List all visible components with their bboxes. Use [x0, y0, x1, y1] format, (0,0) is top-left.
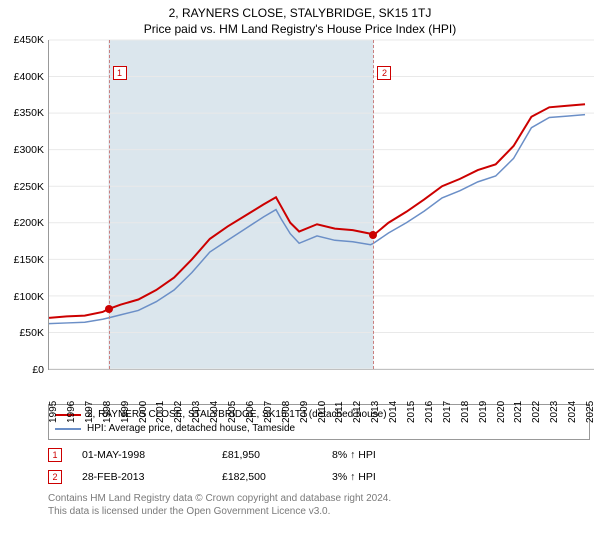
x-tick-label: 2012 [352, 393, 363, 423]
footer-line: Contains HM Land Registry data © Crown c… [48, 492, 590, 505]
x-tick-label: 2017 [442, 393, 453, 423]
x-tick-label: 2024 [567, 393, 578, 423]
y-tick-label: £400K [14, 71, 44, 83]
sale-vline [109, 40, 110, 369]
sale-hpi-delta: 3% ↑ HPI [332, 471, 590, 483]
y-tick-label: £450K [14, 34, 44, 46]
x-tick-label: 2000 [138, 393, 149, 423]
y-tick-label: £100K [14, 291, 44, 303]
x-tick-label: 2019 [478, 393, 489, 423]
x-tick-label: 2001 [155, 393, 166, 423]
x-tick-label: 2004 [209, 393, 220, 423]
footer: Contains HM Land Registry data © Crown c… [48, 492, 590, 518]
x-tick-label: 2021 [513, 393, 524, 423]
x-tick-label: 2025 [585, 393, 596, 423]
x-tick-label: 2008 [281, 393, 292, 423]
footer-line: This data is licensed under the Open Gov… [48, 505, 590, 518]
sale-date: 28-FEB-2013 [82, 471, 222, 483]
x-tick-label: 1997 [84, 393, 95, 423]
x-tick-label: 2016 [424, 393, 435, 423]
sale-hpi-delta: 8% ↑ HPI [332, 449, 590, 461]
x-tick-label: 2022 [531, 393, 542, 423]
plot-wrap: £0 £50K £100K £150K £200K £250K £300K £350K £400… [0, 40, 600, 400]
sale-date: 01-MAY-1998 [82, 449, 222, 461]
y-axis-labels: £0 £50K £100K £150K £200K £250K £300K £350K £400… [0, 40, 48, 400]
x-tick-label: 2015 [406, 393, 417, 423]
chart-svg [49, 40, 594, 369]
sale-row: 1 01-MAY-1998 £81,950 8% ↑ HPI [48, 444, 590, 466]
legend-item-hpi: HPI: Average price, detached house, Tame… [55, 422, 583, 436]
sale-price: £182,500 [222, 471, 332, 483]
y-tick-label: £250K [14, 181, 44, 193]
sale-marker-box: 1 [48, 448, 62, 462]
y-tick-label: £150K [14, 254, 44, 266]
legend-swatch [55, 428, 81, 430]
y-tick-label: £300K [14, 144, 44, 156]
sale-dot [105, 305, 113, 313]
page-title: 2, RAYNERS CLOSE, STALYBRIDGE, SK15 1TJ [0, 0, 600, 20]
x-tick-label: 2009 [299, 393, 310, 423]
x-tick-label: 2002 [173, 393, 184, 423]
x-tick-label: 2023 [549, 393, 560, 423]
plot-area: 12 [48, 40, 594, 370]
x-tick-label: 2014 [388, 393, 399, 423]
chart-container: 2, RAYNERS CLOSE, STALYBRIDGE, SK15 1TJ … [0, 0, 600, 560]
x-tick-label: 1998 [102, 393, 113, 423]
sale-vline [373, 40, 374, 369]
x-tick-label: 1996 [66, 393, 77, 423]
x-tick-label: 2013 [370, 393, 381, 423]
page-subtitle: Price paid vs. HM Land Registry's House … [0, 20, 600, 40]
x-tick-label: 1999 [120, 393, 131, 423]
x-tick-label: 2007 [263, 393, 274, 423]
sales-table: 1 01-MAY-1998 £81,950 8% ↑ HPI 2 28-FEB-… [48, 444, 590, 488]
x-tick-label: 2006 [245, 393, 256, 423]
x-tick-label: 2011 [334, 393, 345, 423]
y-tick-label: £200K [14, 217, 44, 229]
x-tick-label: 1995 [48, 393, 59, 423]
legend-label: HPI: Average price, detached house, Tame… [87, 422, 295, 436]
x-tick-label: 2003 [191, 393, 202, 423]
sale-price: £81,950 [222, 449, 332, 461]
x-tick-label: 2010 [317, 393, 328, 423]
x-tick-label: 2020 [496, 393, 507, 423]
x-axis-labels: 1995199619971998199920002001200220032004… [48, 370, 594, 400]
x-tick-label: 2005 [227, 393, 238, 423]
y-tick-label: £0 [32, 364, 44, 376]
sale-dot [369, 231, 377, 239]
sale-marker-box-on-chart: 2 [377, 66, 391, 80]
sale-row: 2 28-FEB-2013 £182,500 3% ↑ HPI [48, 466, 590, 488]
y-tick-label: £50K [19, 327, 44, 339]
sale-marker-box: 2 [48, 470, 62, 484]
sale-marker-box-on-chart: 1 [113, 66, 127, 80]
x-tick-label: 2018 [460, 393, 471, 423]
y-tick-label: £350K [14, 107, 44, 119]
